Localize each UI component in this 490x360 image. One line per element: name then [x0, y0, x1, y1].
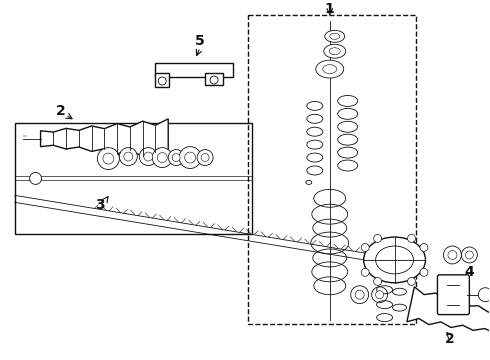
- Polygon shape: [407, 287, 490, 333]
- Bar: [15, 123, 252, 234]
- Ellipse shape: [172, 154, 180, 162]
- Ellipse shape: [201, 154, 209, 162]
- Ellipse shape: [120, 148, 137, 166]
- Ellipse shape: [179, 147, 201, 168]
- Circle shape: [361, 268, 369, 276]
- Ellipse shape: [144, 152, 153, 161]
- Text: 2: 2: [56, 104, 65, 118]
- Circle shape: [420, 268, 428, 276]
- Ellipse shape: [29, 172, 42, 184]
- Ellipse shape: [329, 48, 340, 55]
- Circle shape: [478, 288, 490, 302]
- Circle shape: [374, 234, 382, 242]
- FancyBboxPatch shape: [438, 275, 469, 315]
- Circle shape: [408, 234, 416, 242]
- Circle shape: [158, 77, 166, 85]
- Ellipse shape: [139, 148, 157, 166]
- Ellipse shape: [157, 153, 167, 162]
- Ellipse shape: [355, 290, 364, 299]
- Ellipse shape: [351, 286, 368, 303]
- Ellipse shape: [152, 148, 172, 167]
- Ellipse shape: [103, 153, 114, 164]
- Bar: [248, 15, 416, 324]
- Bar: [155, 63, 233, 77]
- Circle shape: [210, 76, 218, 84]
- Ellipse shape: [364, 237, 425, 283]
- Text: 2: 2: [444, 332, 454, 346]
- Ellipse shape: [325, 30, 345, 42]
- Ellipse shape: [323, 65, 337, 73]
- Ellipse shape: [448, 251, 457, 260]
- Ellipse shape: [462, 247, 477, 263]
- Bar: [205, 73, 223, 85]
- Ellipse shape: [443, 246, 462, 264]
- Bar: [155, 73, 169, 87]
- Ellipse shape: [316, 60, 343, 78]
- Ellipse shape: [197, 150, 213, 166]
- Ellipse shape: [168, 150, 184, 166]
- Text: 1: 1: [325, 3, 335, 17]
- Ellipse shape: [376, 291, 384, 299]
- Text: 5: 5: [195, 34, 205, 48]
- Polygon shape: [41, 119, 168, 158]
- Ellipse shape: [371, 287, 388, 303]
- Ellipse shape: [185, 152, 196, 163]
- Ellipse shape: [330, 33, 340, 39]
- Circle shape: [374, 278, 382, 285]
- Circle shape: [408, 278, 416, 285]
- Text: 4: 4: [465, 265, 474, 279]
- Circle shape: [420, 243, 428, 252]
- Text: 3: 3: [96, 198, 105, 212]
- Ellipse shape: [324, 44, 346, 58]
- Ellipse shape: [124, 152, 133, 161]
- Circle shape: [361, 243, 369, 252]
- Ellipse shape: [466, 251, 473, 259]
- Ellipse shape: [98, 148, 120, 170]
